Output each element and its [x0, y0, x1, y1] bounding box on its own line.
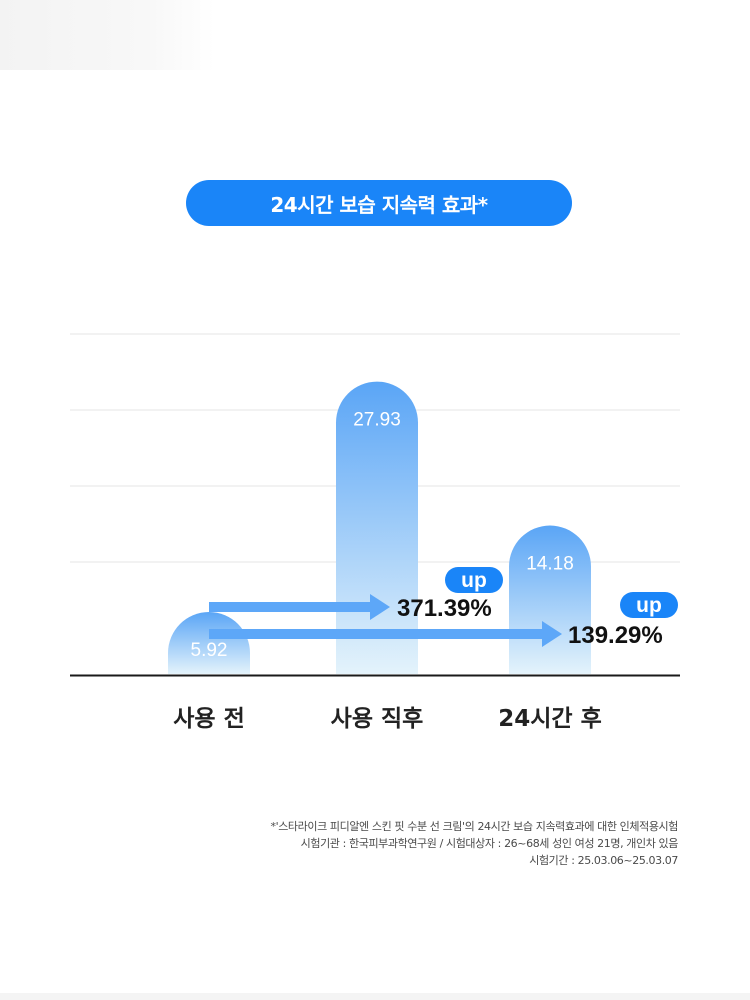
bars: 5.92 27.93 14.18 [168, 381, 591, 674]
footnote: *'스타라이크 피디알엔 스킨 핏 수분 선 크림'의 24시간 보습 지속력효… [270, 818, 678, 869]
bar-1 [168, 612, 250, 674]
footnote-line-1: *'스타라이크 피디알엔 스킨 핏 수분 선 크림'의 24시간 보습 지속력효… [270, 820, 678, 833]
bar-value-label: 27.93 [353, 410, 401, 431]
bar-3 [509, 525, 591, 674]
chart-title-pill: 24시간 보습 지속력 효과* [186, 180, 572, 226]
up-badge [620, 592, 678, 618]
corner-shade [0, 0, 215, 70]
x-tick-label: 사용 직후 [331, 706, 424, 732]
arrow-shaft [209, 602, 374, 612]
x-tick-label: 24시간 후 [498, 706, 602, 732]
bottom-strip [0, 993, 750, 1000]
up-badge-label: up [461, 569, 487, 592]
bar-value-label: 5.92 [191, 640, 228, 661]
arrows: up 371.39% up 139.29% [209, 567, 678, 649]
up-badge [445, 567, 503, 593]
bar-2 [336, 381, 418, 674]
footnote-line-2: 시험기관 : 한국피부과학연구원 / 시험대상자 : 26~68세 성인 여성 … [300, 837, 679, 850]
percent-increase-label: 371.39% [397, 595, 492, 622]
x-axis-labels: 사용 전 사용 직후 24시간 후 [173, 706, 602, 732]
bar-value-label: 14.18 [526, 554, 574, 575]
arrow-head [370, 594, 390, 620]
arrow-shaft [209, 629, 546, 639]
footnote-line-3: 시험기간 : 25.03.06~25.03.07 [529, 854, 678, 867]
percent-increase-label: 139.29% [568, 622, 663, 649]
x-tick-label: 사용 전 [173, 706, 245, 732]
arrow-head [542, 621, 562, 647]
up-badge-label: up [636, 594, 662, 617]
